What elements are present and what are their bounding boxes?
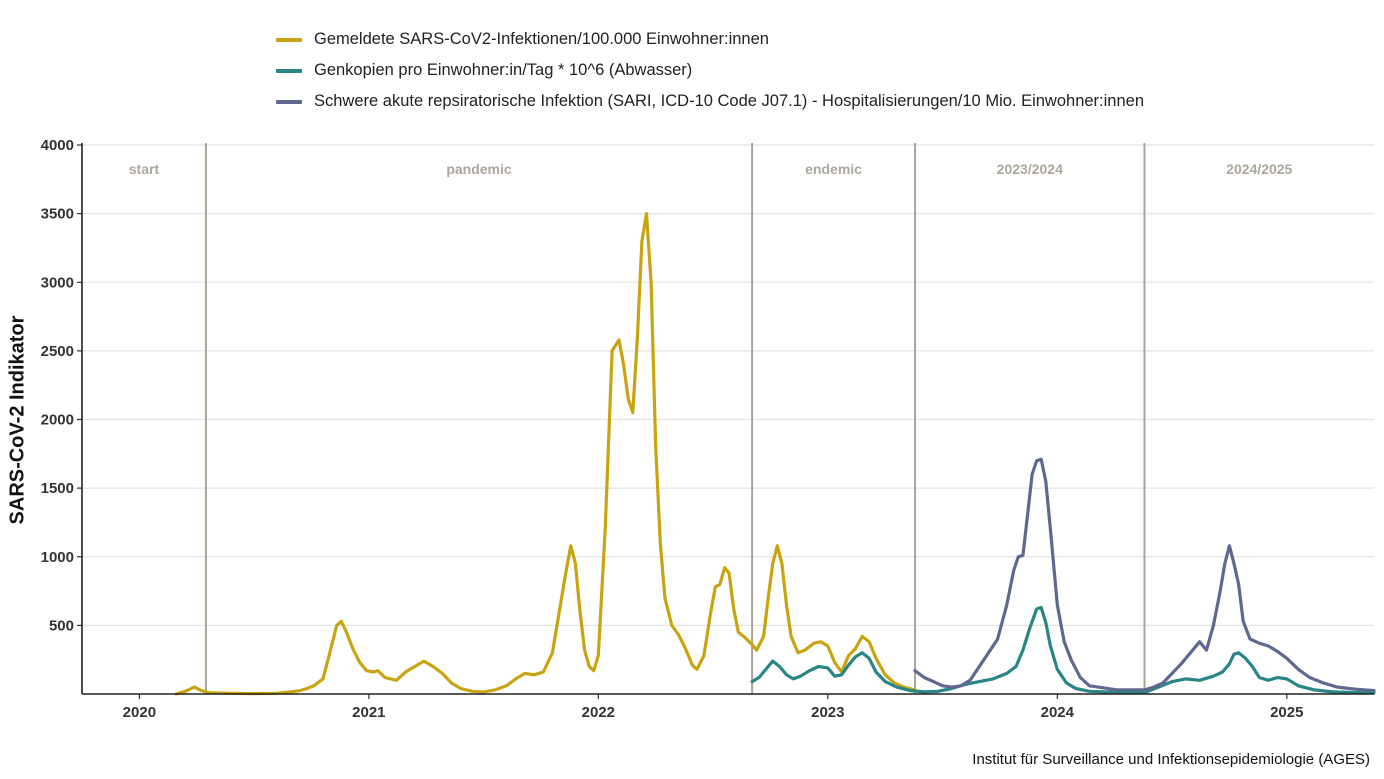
y-axis-title: SARS-CoV-2 Indikator xyxy=(6,315,29,525)
legend: Gemeldete SARS-CoV2-Infektionen/100.000 … xyxy=(276,24,1144,117)
legend-swatch-sari xyxy=(276,99,302,104)
y-tick-label: 1500 xyxy=(41,480,74,497)
y-tick-label: 500 xyxy=(49,617,74,634)
x-tick-label: 2023 xyxy=(811,704,844,721)
y-tick-label: 3000 xyxy=(41,274,74,291)
phase-label: start xyxy=(129,161,160,177)
x-tick-label: 2022 xyxy=(582,704,615,721)
legend-label-wastewater: Genkopien pro Einwohner:in/Tag * 10^6 (A… xyxy=(314,61,693,79)
phase-separators: start pandemic endemic 2023/2024 2024/2025 xyxy=(129,143,1293,694)
y-tick-label: 4000 xyxy=(41,137,74,154)
y-tick-label: 2000 xyxy=(41,412,74,429)
legend-label-sari: Schwere akute repsiratorische Infektion … xyxy=(314,92,1144,110)
source-caption: Institut für Surveillance und Infektions… xyxy=(972,751,1370,768)
y-tick-label: 2500 xyxy=(41,343,74,360)
x-tick-label: 2024 xyxy=(1041,704,1075,721)
y-tick-label: 1000 xyxy=(41,549,74,566)
series-line-wastewater xyxy=(750,605,1376,695)
legend-swatch-wastewater xyxy=(276,68,302,73)
phase-label: 2024/2025 xyxy=(1226,161,1292,177)
legend-swatch-infections xyxy=(276,37,302,42)
legend-label-infections: Gemeldete SARS-CoV2-Infektionen/100.000 … xyxy=(314,30,769,48)
x-tick-label: 2025 xyxy=(1270,704,1303,721)
phase-label: pandemic xyxy=(446,161,512,177)
series-lines xyxy=(174,212,1376,696)
x-tick-label: 2021 xyxy=(352,704,385,721)
series-line-sari xyxy=(913,457,1376,693)
legend-item-wastewater: Genkopien pro Einwohner:in/Tag * 10^6 (A… xyxy=(276,55,1144,86)
axes: 500 1000 1500 2000 2500 3000 3500 4000 2020 2021 2… xyxy=(41,137,1374,721)
y-tick-label: 3500 xyxy=(41,206,74,223)
x-tick-label: 2020 xyxy=(123,704,156,721)
phase-label: endemic xyxy=(805,161,862,177)
legend-item-infections: Gemeldete SARS-CoV2-Infektionen/100.000 … xyxy=(276,24,1144,55)
series-line-infections xyxy=(174,212,917,696)
gridlines xyxy=(82,144,1374,627)
phase-label: 2023/2024 xyxy=(997,161,1063,177)
legend-item-sari: Schwere akute repsiratorische Infektion … xyxy=(276,86,1144,117)
